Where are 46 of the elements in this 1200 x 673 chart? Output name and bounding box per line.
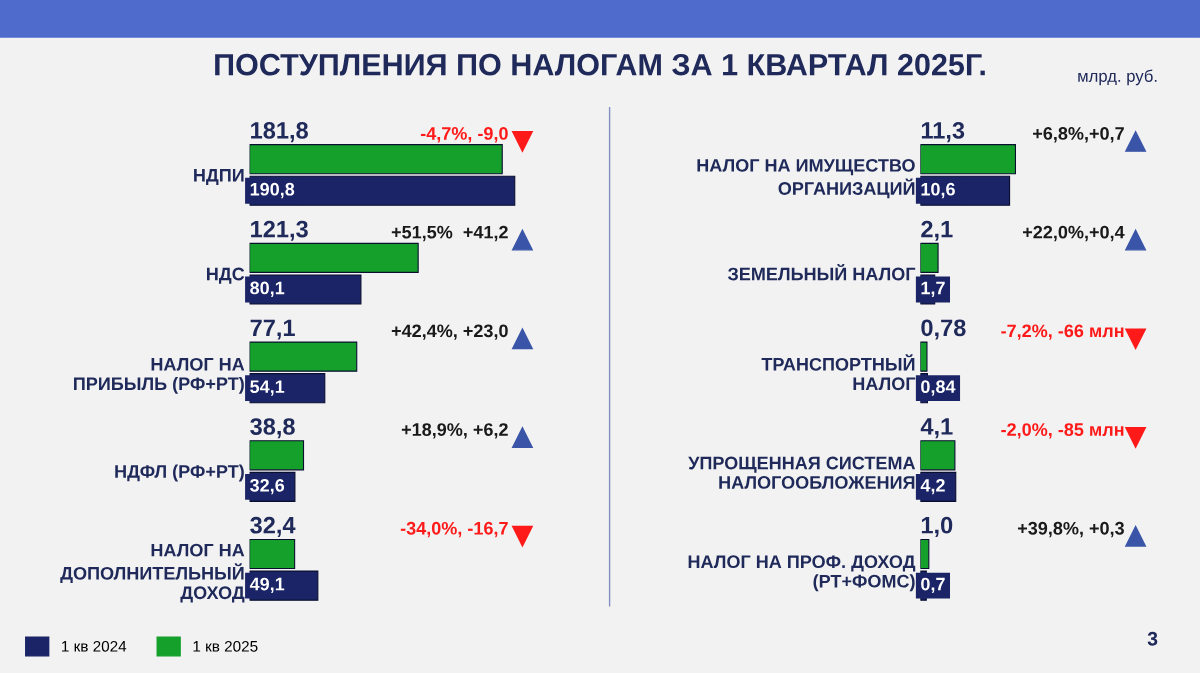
data-label: 4,1 (920, 418, 953, 439)
data-label: 38,8 (250, 418, 295, 439)
bar (249, 144, 503, 175)
y-tick-label: НДФЛ (РФ+РТ) (115, 464, 244, 482)
data-label: 32,4 (250, 516, 296, 537)
text: ПОСТУПЛЕНИЯ ПО НАЛОГАМ ЗА 1 КВАРТАЛ 2025Г. (215, 53, 985, 76)
annotation: -2,0%, -85 млн (1001, 423, 1124, 439)
data-label: 1,0 (921, 516, 953, 537)
data-label: 121,3 (251, 220, 308, 241)
annotation: +42,4%, +23,0 (391, 324, 508, 340)
text: +39,8%, +0,3 (1017, 521, 1124, 538)
y-tick-label: НАЛОГ НА ДОПОЛНИТЕЛЬНЫЙ ДОХОД (60, 543, 245, 603)
annotation: -7,2%, -66 млн (1001, 324, 1124, 340)
y-tick-label: НАЛОГ НА ИМУЩЕСТВО ОРГАНИЗАЦИЙ (697, 158, 915, 199)
bar (249, 440, 305, 471)
data-label: 10,6 (921, 182, 955, 199)
data-label: 2,1 (921, 220, 953, 241)
y-tick-label: УПРОЩЕННАЯ СИСТЕМА НАЛОГООБЛОЖЕНИЯ (688, 456, 916, 489)
data-label: 54,1 (250, 380, 285, 396)
y-tick-label: НАЛОГ НА ПРИБЫЛЬ (РФ+РТ) (74, 357, 245, 394)
annotation: -4,7%, -9,0 (420, 127, 508, 143)
y-tick-label: ЗЕМЕЛЬНЫЙ НАЛОГ (727, 263, 916, 281)
text: +22,0%,+0,4 (1022, 225, 1125, 242)
legend-label: 1 кв 2024 (62, 640, 127, 652)
data-label: 49,1 (249, 577, 285, 594)
data-label: 77,1 (250, 319, 295, 340)
data-label: 80,1 (250, 281, 285, 297)
y-tick-label: НДС (207, 267, 245, 284)
data-label: 11,3 (921, 122, 965, 143)
legend-label: 1 кв 2025 (193, 640, 258, 652)
data-label: 181,8 (251, 122, 308, 143)
annotation: +51,5% +41,2 (391, 225, 508, 242)
annotation: +18,9%, +6,2 (401, 423, 508, 439)
bar (920, 440, 956, 471)
y-tick-label: ТРАНСПОРТНЫЙ НАЛОГ (761, 354, 916, 391)
text: млрд. руб. (1078, 69, 1157, 86)
data-label: 0,84 (921, 380, 956, 396)
data-label: 190,8 (250, 182, 295, 199)
annotation: -34,0%, -16,7 (400, 521, 508, 538)
text: +6,8%,+0,7 (1033, 127, 1124, 143)
data-label: 0,78 (921, 319, 966, 340)
y-tick-label: НДПИ (194, 169, 244, 186)
text: 3 (1147, 631, 1158, 646)
y-tick-label: НАЛОГ НА ПРОФ. ДОХОД (РТ+ФОМС) (688, 555, 916, 592)
bar (920, 144, 1017, 175)
data-label: 0,7 (921, 577, 945, 594)
